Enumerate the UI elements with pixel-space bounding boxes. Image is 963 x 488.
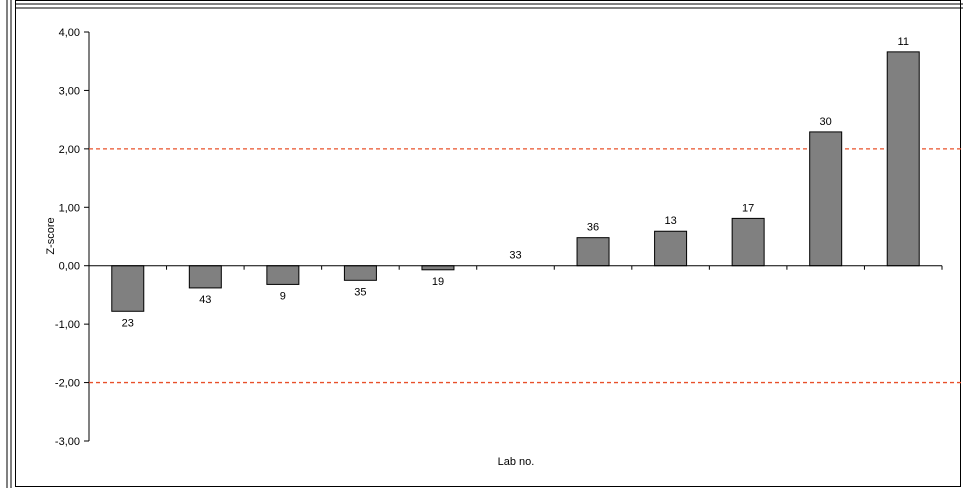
bar (576, 237, 610, 267)
bar-label: 13 (664, 215, 676, 227)
bar-label: 17 (742, 202, 754, 214)
y-tick-label: -2,00 (55, 378, 80, 390)
bar-label: 33 (509, 250, 521, 262)
plot-border (15, 0, 961, 487)
y-axis-label: Z-score (45, 217, 57, 254)
bar (809, 131, 843, 267)
bar (111, 265, 145, 312)
bar-label: 36 (587, 222, 599, 234)
bar (654, 230, 688, 267)
bar (421, 265, 455, 271)
bar-label: 30 (820, 116, 832, 128)
y-tick-label: 2,00 (59, 144, 80, 156)
bar (343, 265, 377, 281)
y-tick-label: -3,00 (55, 436, 80, 448)
y-tick-label: 1,00 (59, 202, 80, 214)
y-tick-label: 4,00 (59, 27, 80, 39)
bar (188, 265, 222, 289)
y-tick-label: -1,00 (55, 319, 80, 331)
bar-label: 11 (898, 36, 909, 48)
plot-area: 4,00 3,00 2,00 1,00 0,00 -1,00 -2,00 -3,00 23 43 9… (55, 27, 963, 448)
bar-label: 43 (199, 294, 211, 306)
x-axis-label: Lab no. (498, 456, 535, 468)
bar-label: 23 (122, 317, 134, 329)
bar-label: 9 (280, 290, 286, 302)
bar (266, 265, 300, 285)
y-tick-label: 0,00 (59, 261, 80, 273)
bar-label: 35 (354, 286, 366, 298)
y-tick-label: 3,00 (59, 85, 80, 97)
bar (731, 217, 765, 267)
bar (886, 51, 920, 267)
bar-label: 19 (432, 276, 444, 288)
